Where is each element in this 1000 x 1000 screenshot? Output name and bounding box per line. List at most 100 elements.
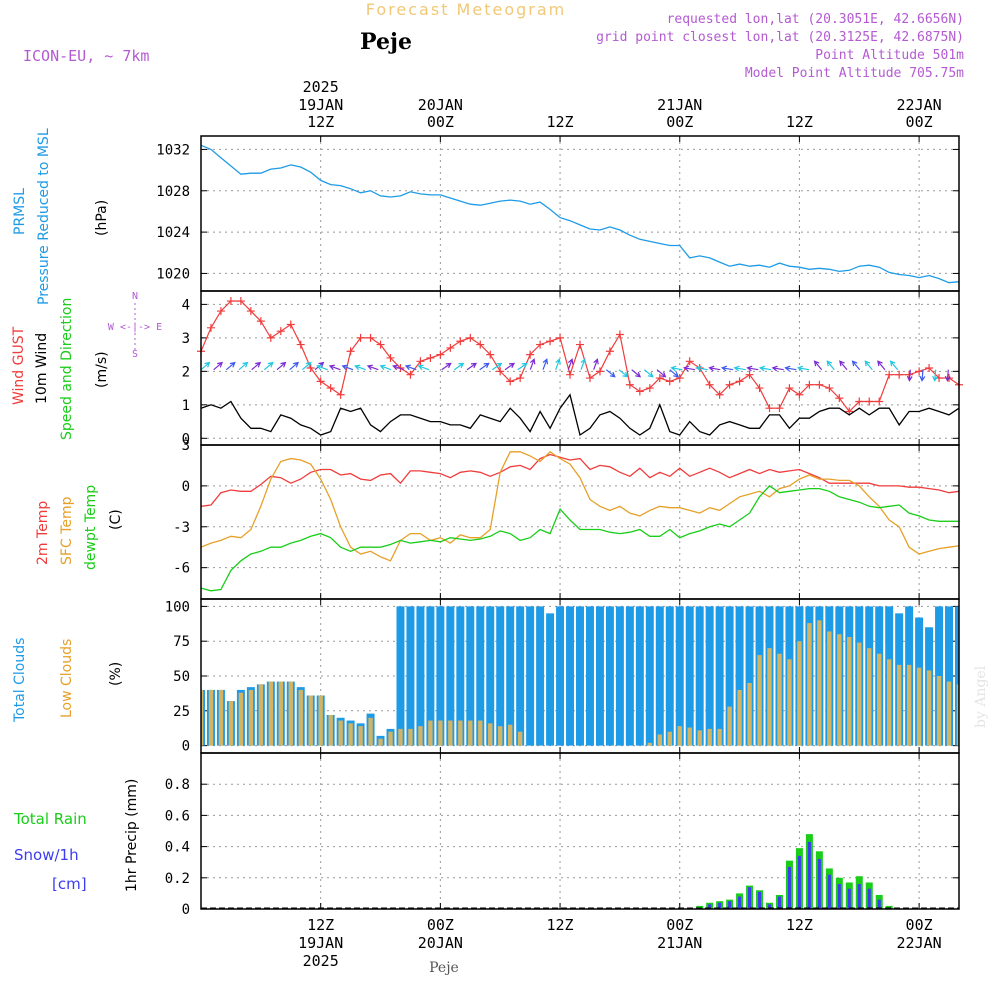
precip-panel: 0 0.2 0.4 0.6 0.8: [165, 752, 960, 918]
wind-direction-arrow: [746, 365, 759, 372]
gust-marker: [665, 377, 674, 386]
total-cloud-bar: [496, 606, 505, 746]
gust-marker: [306, 364, 315, 372]
snow-bar: [817, 859, 821, 909]
low-cloud-bar: [318, 695, 323, 746]
snow-bar: [787, 866, 791, 909]
low-cloud-bar: [328, 714, 333, 746]
top-time-label-5-1: 22JAN: [897, 96, 942, 114]
bottom-time-label-3-1: 21JAN: [657, 934, 702, 952]
y-tick-label-2: 0.4: [165, 840, 190, 856]
gust-marker: [566, 370, 575, 379]
low-cloud-bar: [201, 689, 204, 746]
gust-marker: [725, 380, 734, 389]
gust-marker: [835, 394, 844, 403]
gust-marker: [536, 340, 545, 349]
bottom-time-label-5-0: 00Z: [906, 916, 933, 934]
gust-marker: [476, 340, 485, 349]
low-cloud-bar: [827, 631, 832, 746]
wind-direction-arrow: [289, 361, 300, 371]
gridpoint-coords: grid point closest lon,lat (20.3125E, 42…: [596, 30, 964, 45]
gust-marker: [875, 397, 884, 406]
gust-marker: [925, 364, 934, 372]
gust-marker: [296, 340, 305, 349]
gust-marker: [286, 320, 295, 329]
wind-unit: (m/s): [94, 351, 110, 388]
clouds-total-label: Total Clouds: [12, 638, 28, 723]
low-cloud-bar: [906, 664, 912, 746]
gust-marker: [356, 333, 365, 342]
gust-marker: [675, 374, 684, 383]
low-cloud-bar: [867, 648, 872, 746]
low-cloud-bar: [378, 738, 383, 746]
y-tick-label-4: 100: [165, 599, 190, 615]
low-cloud-bar: [777, 653, 782, 746]
wind-direction-arrow: [504, 362, 516, 371]
gust-marker: [316, 377, 325, 386]
low-cloud-bar: [368, 717, 373, 746]
meteogram-title: Forecast Meteogram: [366, 0, 566, 19]
total-cloud-bar: [665, 606, 674, 746]
gust-marker: [236, 297, 245, 306]
y-tick-label-1: 0.2: [165, 871, 190, 887]
model-label: ICON-EU, ~ 7km: [23, 47, 149, 65]
precip-snow-label: Snow/1h: [14, 846, 79, 864]
gust-marker: [346, 347, 355, 356]
y-tick-label-2: 0: [182, 479, 190, 495]
top-time-label-3-2: 00Z: [666, 113, 693, 131]
snow-bar: [807, 841, 811, 909]
low-cloud-bar: [687, 727, 692, 746]
low-cloud-bar: [488, 723, 493, 746]
total-cloud-bar: [595, 606, 604, 746]
wind-direction-arrow: [796, 365, 810, 372]
y-tick-label-4: 0.8: [165, 777, 190, 793]
total-cloud-bar: [476, 606, 485, 746]
low-cloud-bar: [338, 720, 343, 746]
total-cloud-bar: [585, 606, 594, 746]
wind-direction-arrow: [529, 358, 536, 370]
wind-direction-arrow: [366, 364, 379, 371]
temperature-panel: -6 -3 0 3: [173, 438, 960, 600]
low-cloud-bar: [268, 681, 274, 746]
wind-direction-arrow: [670, 365, 683, 372]
bottom-time-label-2-0: 12Z: [547, 916, 574, 934]
wind-line: [200, 393, 960, 437]
gust-marker: [406, 370, 415, 379]
wind-direction-arrow: [567, 358, 574, 370]
temp-sfc-label: SFC Temp: [59, 496, 75, 565]
gust-marker: [795, 390, 804, 399]
low-cloud-bar: [857, 642, 862, 746]
pressure-label-msl: Pressure Reduced to MSL: [36, 128, 52, 305]
low-cloud-bar: [507, 724, 513, 746]
total-cloud-bar: [625, 606, 634, 746]
low-cloud-bar: [308, 695, 313, 746]
gust-marker: [655, 374, 664, 383]
wind-direction-arrow: [263, 361, 274, 371]
gust-marker: [386, 353, 395, 362]
gust-marker: [635, 387, 644, 396]
gust-marker: [765, 404, 774, 413]
snow-bar: [867, 888, 871, 909]
snow-bar: [748, 887, 752, 909]
y-tick-label-1: 1: [182, 398, 190, 414]
wind-direction-arrow: [328, 364, 341, 371]
y-tick-label-2: 2: [182, 364, 190, 380]
low-cloud-bar: [298, 689, 303, 746]
y-tick-label-2: 50: [173, 669, 190, 685]
compass-west-east: W <-|-> E: [108, 322, 162, 333]
y-tick-label-1: -3: [173, 520, 190, 536]
wind-direction-arrow: [669, 369, 680, 378]
gust-marker: [336, 390, 345, 399]
gust-marker: [546, 337, 555, 346]
temp-2m-line: [200, 453, 960, 507]
gust-marker: [685, 357, 694, 366]
total-cloud-bar: [446, 606, 455, 746]
wind-direction-arrow: [213, 361, 224, 371]
gust-marker: [526, 350, 535, 359]
total-cloud-bar: [945, 606, 954, 746]
total-cloud-bar: [725, 606, 734, 746]
wind-direction-arrow: [379, 364, 392, 371]
